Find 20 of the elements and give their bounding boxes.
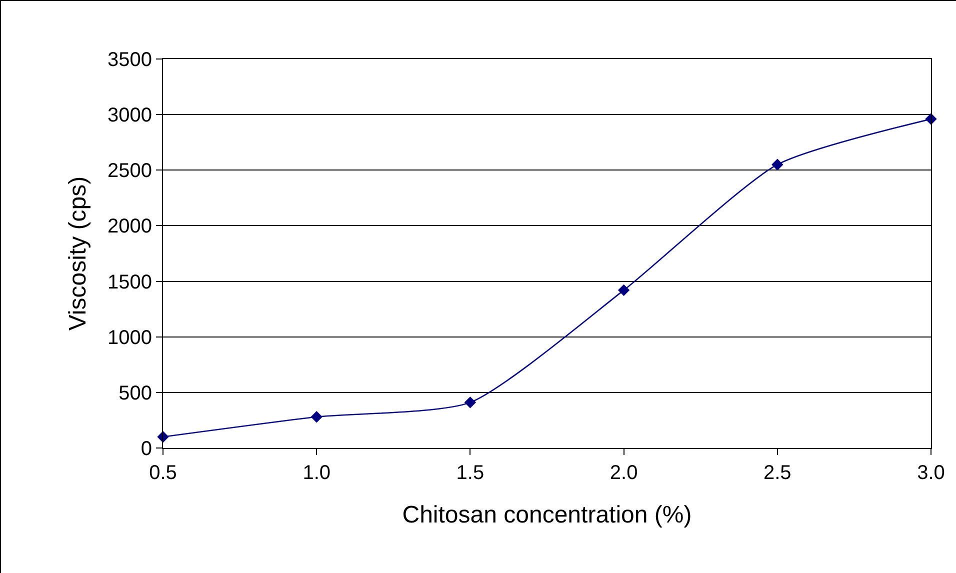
- point: [310, 411, 322, 423]
- y-tick-label: 2000: [108, 216, 152, 238]
- y-tick-label: 500: [118, 382, 152, 404]
- y-tick-label: 3500: [108, 49, 152, 71]
- x-tick-label: 1.0: [302, 462, 331, 484]
- x-tick-label: 3.0: [917, 462, 945, 484]
- y-tick-label: 3000: [108, 104, 152, 127]
- x-tick-label: 1.5: [456, 462, 484, 484]
- x-tick-label: 0.5: [149, 462, 177, 484]
- x-tick-label: 2.0: [610, 462, 638, 484]
- point: [464, 396, 476, 408]
- y-tick-label: 1500: [108, 271, 152, 294]
- x-tick-label: 2.5: [763, 462, 792, 484]
- y-axis-title: Viscosity (cps): [64, 176, 92, 331]
- point: [618, 284, 630, 296]
- y-tick-label: 1000: [108, 326, 152, 349]
- x-axis-title: Chitosan concentration (%): [402, 501, 692, 528]
- y-tick-label: 0: [140, 438, 152, 460]
- point: [772, 158, 784, 170]
- y-tick-label: 2500: [108, 160, 152, 182]
